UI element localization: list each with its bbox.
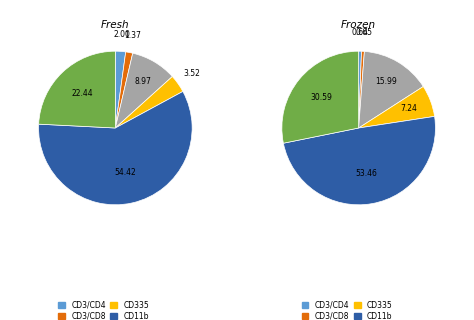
Wedge shape <box>115 51 126 128</box>
Text: 30.59: 30.59 <box>311 93 333 102</box>
Text: 53.46: 53.46 <box>356 169 378 178</box>
Title: Fresh: Fresh <box>101 20 130 30</box>
Text: 22.44: 22.44 <box>72 89 93 98</box>
Text: 54.42: 54.42 <box>115 168 137 177</box>
Wedge shape <box>359 86 435 128</box>
Legend: CD3/CD4, CD3/CD8, CD220, CD335, CD11b, CD34/CD133: CD3/CD4, CD3/CD8, CD220, CD335, CD11b, C… <box>301 301 416 320</box>
Text: 7.24: 7.24 <box>401 105 418 114</box>
Wedge shape <box>115 53 173 128</box>
Text: 1.37: 1.37 <box>124 31 141 40</box>
Wedge shape <box>39 51 115 128</box>
Text: 0.64: 0.64 <box>352 28 369 36</box>
Wedge shape <box>359 51 365 128</box>
Text: 3.52: 3.52 <box>183 69 201 78</box>
Text: 2.00: 2.00 <box>113 30 130 39</box>
Wedge shape <box>282 51 359 143</box>
Wedge shape <box>359 51 362 128</box>
Wedge shape <box>115 76 183 128</box>
Text: 0.65: 0.65 <box>356 28 373 37</box>
Title: Frozen: Frozen <box>341 20 376 30</box>
Legend: CD3/CD4, CD3/CD8, CD220, CD335, CD11b, CD34/CD133: CD3/CD4, CD3/CD8, CD220, CD335, CD11b, C… <box>58 301 173 320</box>
Wedge shape <box>283 116 436 205</box>
Wedge shape <box>38 92 192 205</box>
Text: 15.99: 15.99 <box>375 77 397 86</box>
Wedge shape <box>115 52 133 128</box>
Text: 8.97: 8.97 <box>134 77 151 86</box>
Wedge shape <box>359 52 423 128</box>
